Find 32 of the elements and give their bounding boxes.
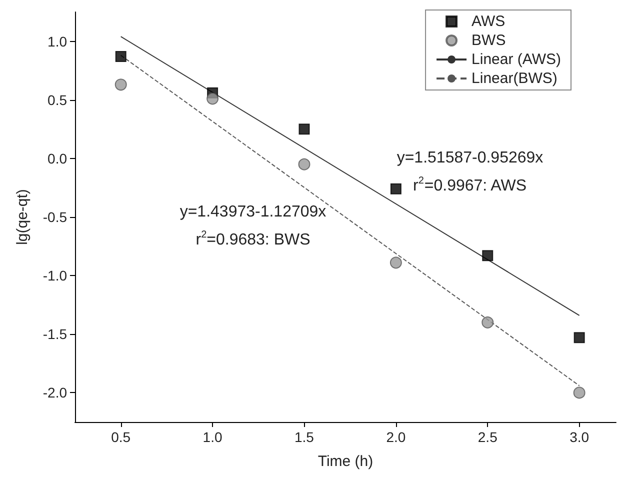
annotation: y=1.43973-1.12709x — [180, 204, 326, 220]
y-tick-label: -1.0 — [42, 268, 68, 284]
y-tick-label: 1.0 — [48, 33, 68, 50]
point — [115, 51, 126, 62]
x-tick-label: 3.0 — [570, 429, 590, 445]
x-tick-label: 1.5 — [294, 429, 314, 445]
y-tick-label: -0.5 — [42, 209, 68, 225]
point — [114, 78, 127, 91]
point — [298, 124, 310, 135]
x-tick-label: 2.5 — [478, 429, 498, 445]
x-axis-title: Time (h) — [318, 453, 374, 470]
point — [573, 386, 586, 399]
y-tick-label: 0.0 — [48, 150, 68, 166]
x-tick-label: 2.0 — [386, 429, 406, 445]
legend-label: BWS — [472, 32, 506, 49]
legend-label: AWS — [472, 13, 506, 30]
x-tick-label: 1.0 — [202, 429, 222, 445]
legend-label: Linear (AWS) — [472, 51, 562, 68]
point — [206, 92, 219, 105]
x-tick-label: 0.5 — [111, 429, 131, 445]
annotation: y=1.51587-0.95269x — [396, 150, 544, 166]
y-tick-label: -2.0 — [42, 384, 68, 401]
point — [298, 158, 310, 170]
y-tick-label: -1.5 — [42, 326, 68, 342]
point — [482, 316, 494, 328]
y-tick-label: 0.5 — [48, 92, 68, 108]
point — [482, 250, 494, 262]
point — [390, 256, 402, 269]
y-axis-title: lg(qe-qt) — [14, 189, 31, 245]
point — [574, 332, 585, 344]
legend-label: Linear(BWS) — [472, 70, 558, 87]
point — [390, 183, 402, 194]
